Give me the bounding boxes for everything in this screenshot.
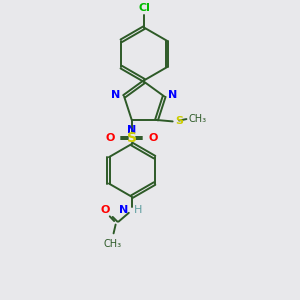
Text: O: O [106, 133, 115, 143]
Text: N: N [119, 205, 128, 215]
Text: CH₃: CH₃ [188, 114, 207, 124]
Text: CH₃: CH₃ [103, 239, 121, 249]
Text: N: N [168, 90, 177, 100]
Text: N: N [111, 90, 120, 100]
Text: S: S [127, 131, 137, 145]
Text: O: O [100, 206, 110, 215]
Text: Cl: Cl [138, 3, 150, 13]
Text: N: N [127, 125, 136, 135]
Text: S: S [175, 116, 183, 126]
Text: H: H [134, 205, 142, 215]
Text: O: O [148, 133, 158, 143]
